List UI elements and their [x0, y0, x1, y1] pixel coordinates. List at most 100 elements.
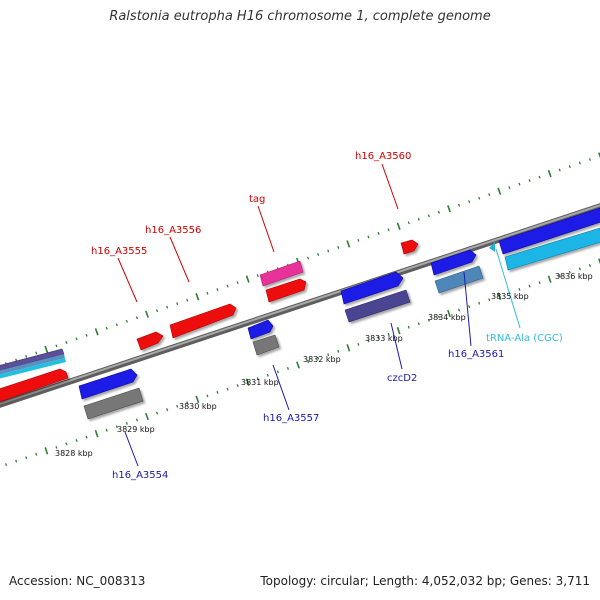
major-tick [547, 275, 552, 283]
minor-tick [35, 351, 38, 355]
minor-tick [588, 263, 592, 267]
major-tick [145, 412, 149, 421]
minor-tick [377, 231, 380, 235]
minor-tick [176, 302, 179, 306]
minor-tick [437, 315, 441, 319]
minor-tick [276, 370, 279, 374]
leader-h16-a3554 [124, 431, 139, 467]
minor-tick [135, 316, 139, 320]
minor-tick [367, 339, 370, 343]
feature-left-cyan [0, 358, 66, 379]
gene-h16-a3557-blue [247, 319, 274, 340]
ruler-labels: 3828 kbp 3829 kbp 3830 kbp 3831 kbp 3832… [55, 272, 593, 458]
minor-tick [85, 435, 88, 439]
minor-tick [226, 387, 229, 391]
minor-tick [135, 418, 139, 422]
tick-label-3832: 3832 kbp [303, 355, 341, 364]
minor-tick [508, 186, 511, 190]
left-edge-features [0, 348, 69, 402]
gene-czcd2-purple [344, 289, 411, 323]
minor-tick [407, 325, 410, 329]
major-tick [598, 258, 600, 265]
minor-tick [306, 360, 310, 364]
leader-h16-a3561 [463, 271, 472, 347]
trna-ala-marker [489, 242, 495, 252]
minor-tick [85, 333, 88, 337]
major-tick [497, 187, 502, 195]
minor-tick [588, 158, 592, 161]
minor-tick [55, 344, 58, 348]
minor-tick [4, 463, 8, 467]
minor-tick [65, 442, 68, 446]
label-leader-lines [117, 163, 521, 467]
minor-tick [115, 425, 118, 429]
minor-tick [427, 318, 430, 322]
label-czcd2: czcD2 [387, 373, 417, 384]
minor-tick [266, 373, 269, 377]
major-tick [396, 327, 401, 335]
label-h16-a3556: h16_A3556 [145, 225, 201, 236]
minor-tick [216, 390, 219, 394]
minor-tick [166, 305, 169, 309]
major-tick [447, 205, 451, 213]
tick-label-3830: 3830 kbp [179, 402, 217, 411]
minor-tick [437, 210, 441, 214]
minor-tick [65, 340, 68, 344]
minor-tick [457, 203, 461, 207]
gene-right-cyan [504, 227, 600, 271]
genome-summary: Topology: circular; Length: 4,052,032 bp… [260, 574, 590, 588]
major-tick [94, 328, 99, 336]
tick-label-3829: 3829 kbp [117, 425, 155, 434]
major-tick [195, 293, 200, 301]
major-tick [44, 447, 49, 455]
leader-h16-a3557 [272, 364, 290, 411]
tick-label-3831: 3831 kbp [241, 378, 279, 387]
feature-left-steel [0, 354, 65, 375]
minor-tick [25, 355, 28, 358]
minor-tick [186, 298, 189, 302]
minor-tick [286, 366, 290, 370]
minor-tick [407, 221, 410, 225]
minor-tick [166, 408, 169, 412]
minor-tick [357, 342, 360, 346]
tick-label-3833: 3833 kbp [365, 334, 403, 343]
minor-tick [206, 291, 209, 295]
minor-tick [427, 214, 430, 218]
map-title: Ralstonia eutropha H16 chromosome 1, com… [109, 9, 491, 24]
minor-tick [387, 228, 390, 232]
minor-tick [236, 384, 239, 388]
minor-tick [568, 165, 571, 168]
minor-tick [216, 288, 219, 292]
minor-tick [256, 377, 259, 381]
label-h16-a3554: h16_A3554 [112, 470, 168, 481]
minor-tick [105, 326, 108, 330]
minor-tick [15, 459, 18, 463]
minor-tick [327, 249, 330, 253]
minor-tick [306, 256, 310, 260]
minor-tick [75, 337, 78, 341]
minor-tick [367, 235, 370, 239]
minor-tick [317, 356, 320, 360]
minor-tick [538, 281, 541, 285]
leader-h16-a3555 [117, 257, 138, 303]
minor-tick [558, 168, 561, 172]
major-tick [245, 275, 250, 283]
gene-h16-a3554-blue [78, 368, 138, 400]
minor-tick [518, 287, 521, 291]
major-tick [296, 361, 300, 369]
tick-label-3834: 3834 kbp [428, 313, 466, 322]
minor-tick [468, 305, 471, 309]
minor-tick [468, 200, 471, 204]
minor-tick [327, 353, 330, 357]
leader-czcd2 [390, 322, 403, 370]
leader-h16-a3556 [169, 236, 190, 283]
minor-tick [478, 301, 481, 305]
minor-tick [206, 394, 209, 398]
minor-tick [337, 245, 340, 249]
leader-h16-a3560 [381, 163, 399, 210]
gene-h16-a3560 [400, 239, 419, 255]
minor-tick [568, 270, 571, 274]
minor-tick [186, 401, 189, 405]
minor-tick [155, 411, 159, 415]
